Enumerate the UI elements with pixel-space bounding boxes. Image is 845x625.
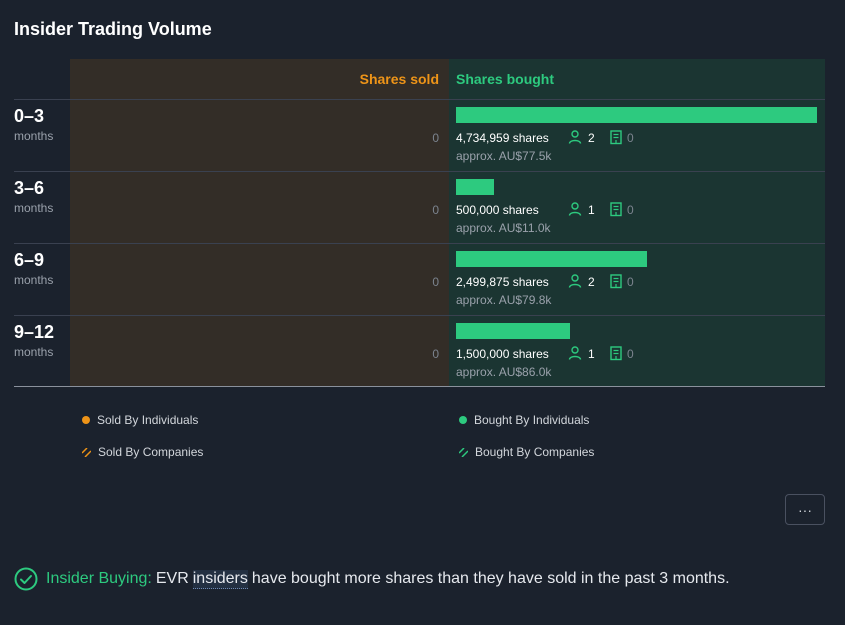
company-count: 0 xyxy=(627,203,634,217)
period-label: 9–12 xyxy=(14,322,55,342)
bought-shares: 500,000 shares xyxy=(456,203,539,217)
insight-lead: Insider Buying: xyxy=(46,570,152,587)
building-icon xyxy=(609,201,623,217)
legend-label: Sold By Companies xyxy=(98,445,204,459)
bought-shares: 2,499,875 shares xyxy=(456,275,549,289)
green-hatch-icon xyxy=(459,447,468,457)
more-options-button[interactable]: ··· xyxy=(785,494,825,525)
approx-value: approx. AU$86.0k xyxy=(456,365,552,379)
bought-shares: 1,500,000 shares xyxy=(456,347,549,361)
period-label: 0–3 xyxy=(14,106,45,126)
insight-text: have bought more shares than they have s… xyxy=(251,570,730,587)
legend-bought-companies: Bought By Companies xyxy=(459,445,594,459)
legend-sold-individuals: Sold By Individuals xyxy=(82,413,198,427)
company-count: 0 xyxy=(627,347,634,361)
legend-sold-companies: Sold By Companies xyxy=(82,445,203,459)
company-count: 0 xyxy=(627,131,634,145)
orange-dot-icon xyxy=(82,416,90,424)
legend-label: Sold By Individuals xyxy=(97,413,199,427)
sold-value: 0 xyxy=(432,347,439,361)
period-label: 6–9 xyxy=(14,250,45,270)
insight-line: Insider Buying: EVR insiders have bought… xyxy=(14,567,730,591)
individual-count: 1 xyxy=(588,347,595,361)
orange-hatch-icon xyxy=(82,447,91,457)
bought-bar[interactable] xyxy=(456,107,817,123)
sold-value: 0 xyxy=(432,131,439,145)
person-icon xyxy=(567,273,583,289)
individual-count: 2 xyxy=(588,131,595,145)
chart-row: 3–6 months 0 500,000 shares 1 0 approx. AU$11.… xyxy=(14,171,825,243)
period-unit: months xyxy=(14,201,54,215)
insight-ticker: EVR xyxy=(155,570,189,587)
person-icon xyxy=(567,201,583,217)
check-circle-icon xyxy=(14,567,38,591)
shares-bought-header: Shares bought xyxy=(456,71,555,87)
person-icon xyxy=(567,129,583,145)
bought-bar[interactable] xyxy=(456,323,570,339)
approx-value: approx. AU$77.5k xyxy=(456,149,552,163)
building-icon xyxy=(609,129,623,145)
insider-volume-chart: Shares sold Shares bought 0–3 months 0 4,73… xyxy=(14,59,825,387)
sold-value: 0 xyxy=(432,203,439,217)
approx-value: approx. AU$11.0k xyxy=(456,221,551,235)
legend-label: Bought By Companies xyxy=(475,445,595,459)
period-unit: months xyxy=(14,273,54,287)
chart-baseline xyxy=(14,386,825,387)
person-icon xyxy=(567,345,583,361)
period-unit: months xyxy=(14,129,54,143)
chart-row: 0–3 months 0 4,734,959 shares 2 0 approx. AU$7… xyxy=(14,99,825,171)
sold-panel xyxy=(70,59,449,386)
bought-bar[interactable] xyxy=(456,179,494,195)
chart-row: 6–9 months 0 2,499,875 shares 2 0 approx. AU$7… xyxy=(14,243,825,315)
company-count: 0 xyxy=(627,275,634,289)
chart-title: Insider Trading Volume xyxy=(14,19,212,39)
period-unit: months xyxy=(14,345,54,359)
period-label: 3–6 xyxy=(14,178,45,198)
bought-bar[interactable] xyxy=(456,251,647,267)
chart-row: 9–12 months 0 1,500,000 shares 1 0 approx. AU$… xyxy=(14,315,825,387)
green-dot-icon xyxy=(459,416,467,424)
sold-value: 0 xyxy=(432,275,439,289)
legend-label: Bought By Individuals xyxy=(474,413,590,427)
individual-count: 1 xyxy=(588,203,595,217)
bought-shares: 4,734,959 shares xyxy=(456,131,549,145)
individual-count: 2 xyxy=(588,275,595,289)
insiders-term-link[interactable]: insiders xyxy=(192,569,248,589)
building-icon xyxy=(609,345,623,361)
shares-sold-header: Shares sold xyxy=(359,71,439,87)
approx-value: approx. AU$79.8k xyxy=(456,293,552,307)
legend-bought-individuals: Bought By Individuals xyxy=(459,413,589,427)
building-icon xyxy=(609,273,623,289)
